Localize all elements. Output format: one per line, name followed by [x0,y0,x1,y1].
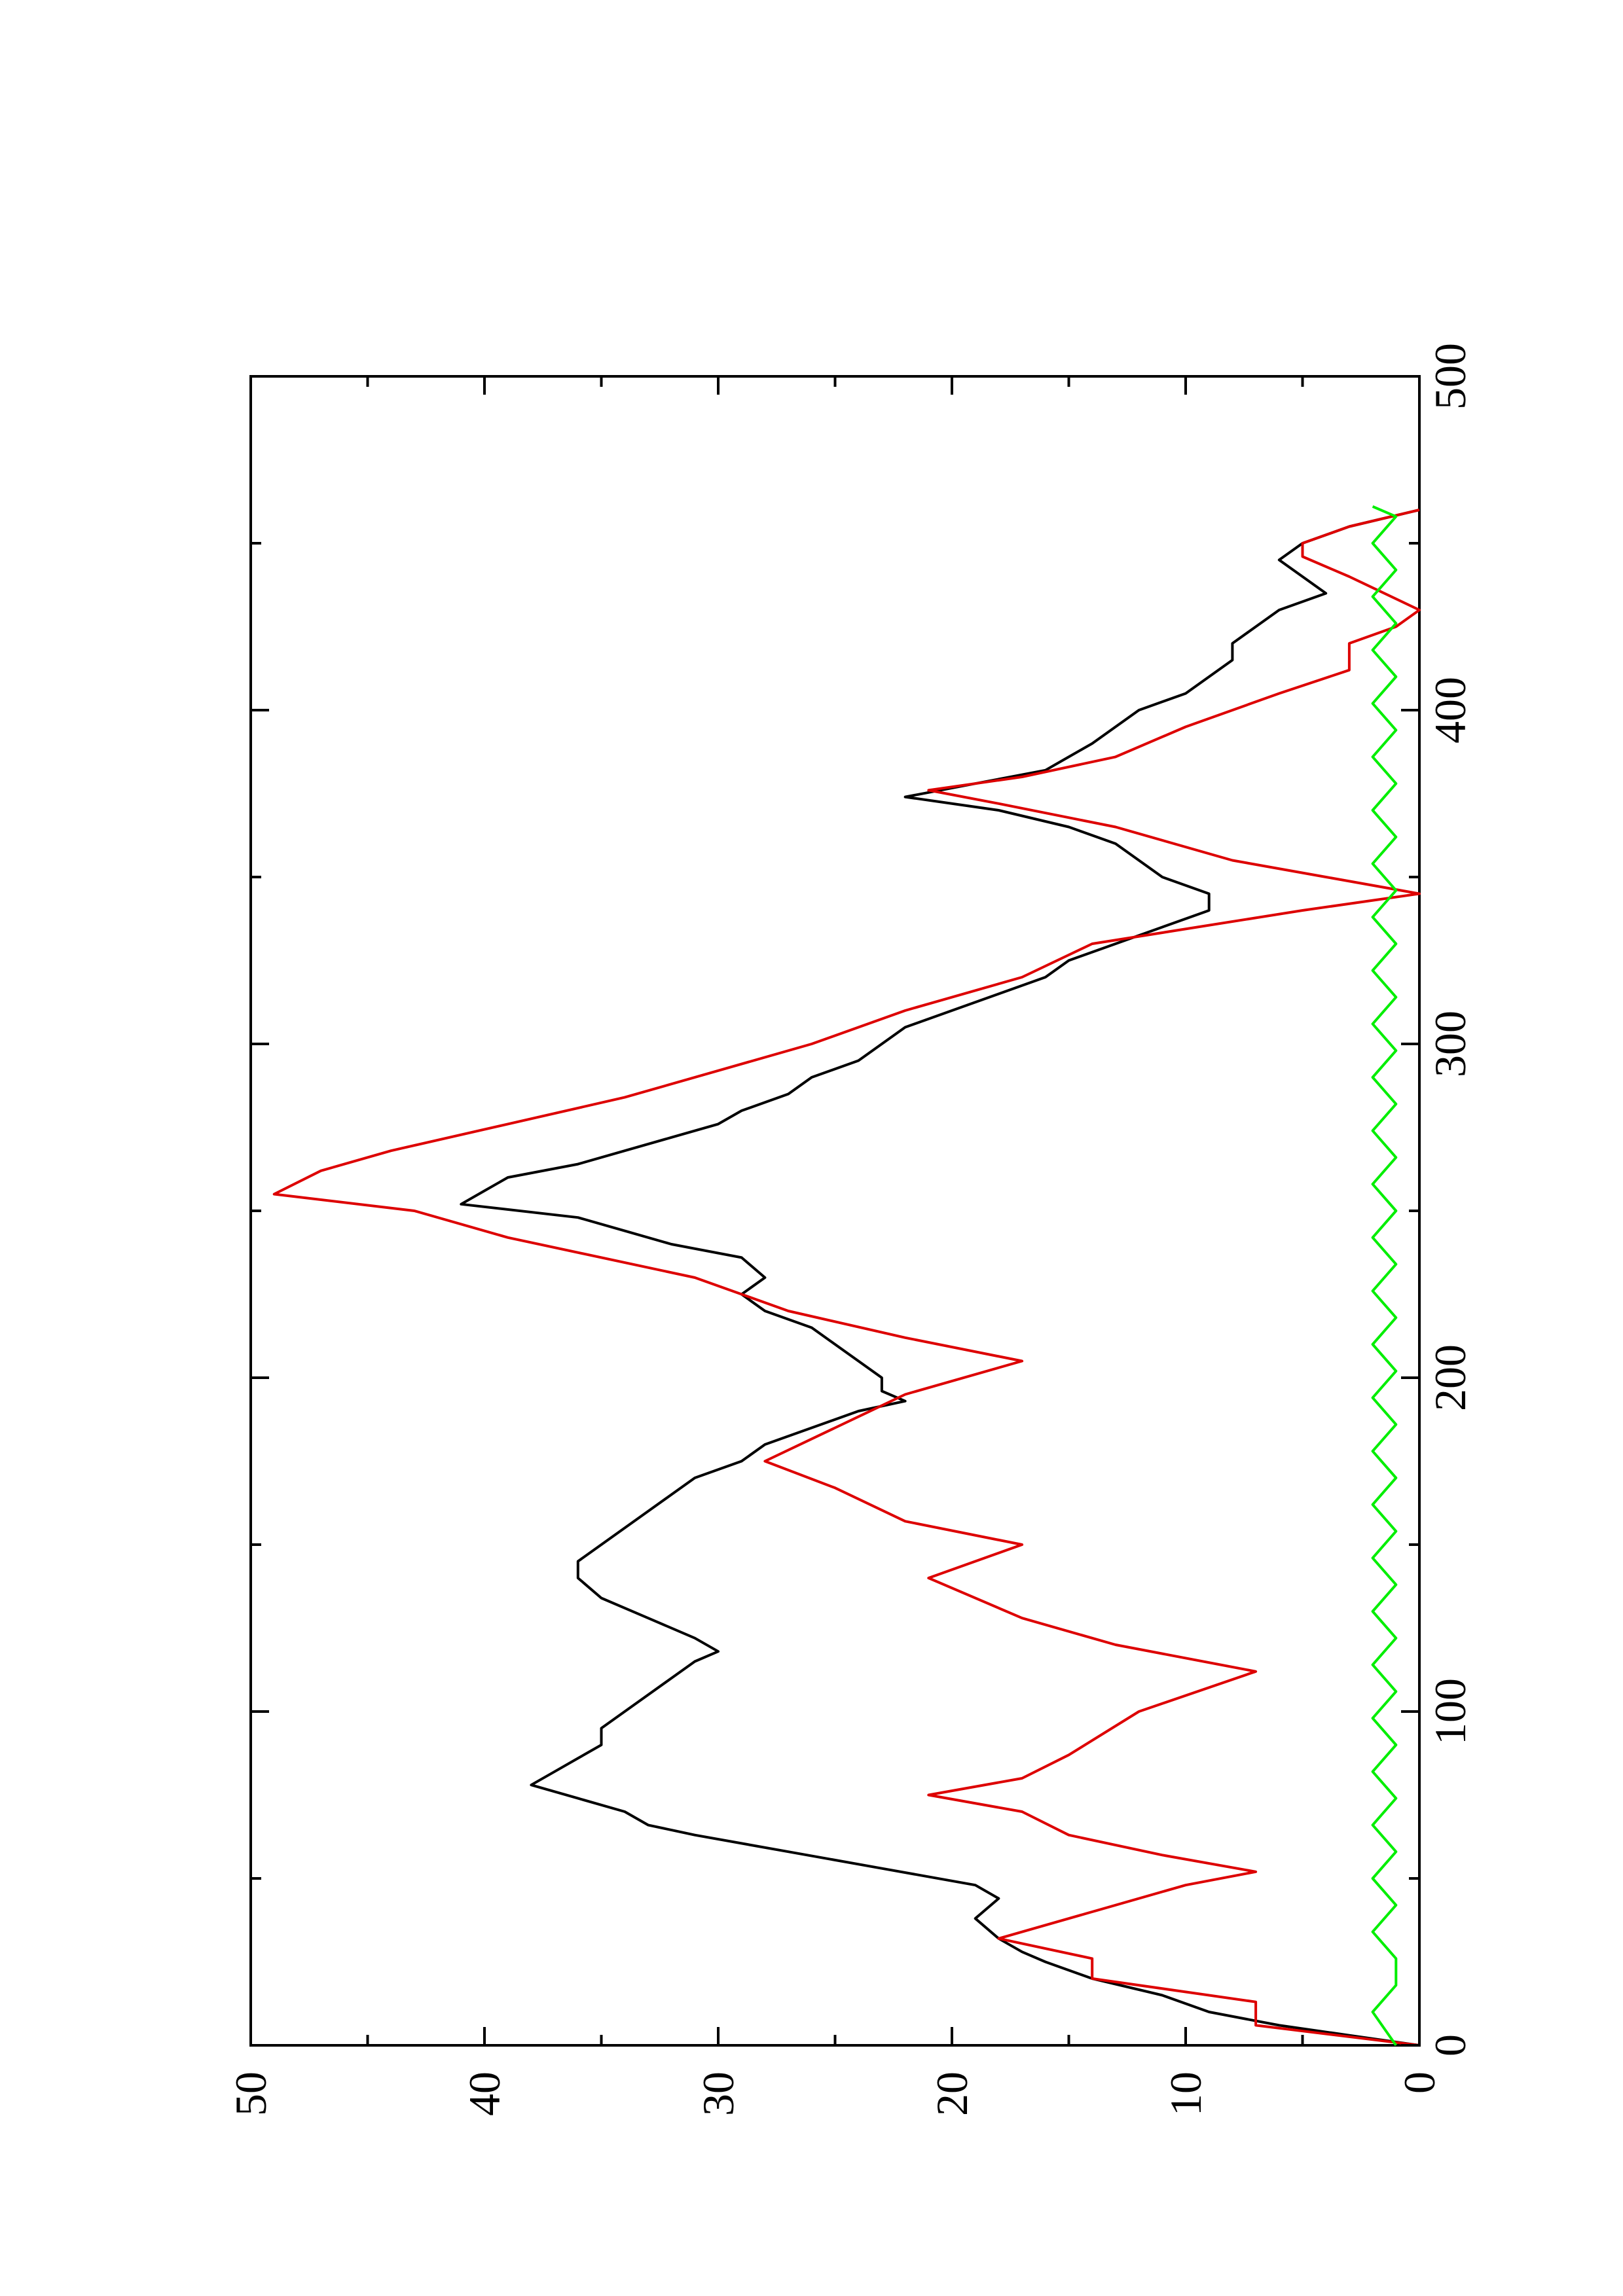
y-tick-label: 50 [226,2072,276,2116]
series-line-3 [1371,505,1398,2047]
series-layer [272,505,1421,2047]
x-tick-label: 500 [1425,343,1475,410]
y-tick-label: 40 [460,2072,509,2116]
x-tick-label: 0 [1425,2034,1475,2056]
x-tick-label: 200 [1425,1344,1475,1411]
y-tick-label: 30 [693,2072,743,2116]
plot-frame [249,375,1421,2047]
x-axis: 0 100 200 300 400 500 [251,343,1475,2056]
x-tick-label: 100 [1425,1678,1475,1745]
plot-area: 0 100 200 300 400 500 0 10 20 30 40 50 [226,343,1475,2116]
x-tick-label: 400 [1425,677,1475,744]
y-axis: 0 10 20 30 40 50 [226,376,1444,2116]
y-tick-label: 10 [1161,2072,1211,2116]
series-line-2 [272,509,1421,2047]
y-tick-label: 0 [1395,2072,1444,2094]
x-tick-label: 300 [1425,1011,1475,1077]
y-tick-label: 20 [927,2072,977,2116]
series-line-1 [460,509,1420,2047]
